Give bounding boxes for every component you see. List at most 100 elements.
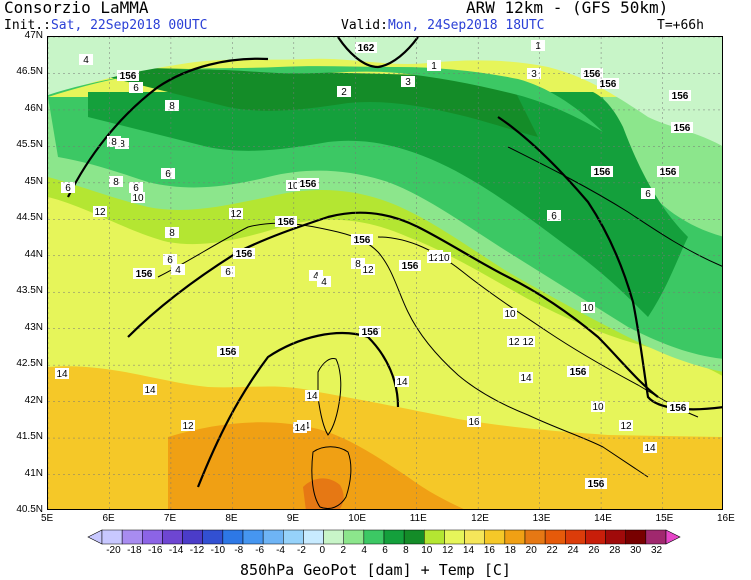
svg-text:12: 12 [94,207,106,218]
header-valid: Valid:Mon, 24Sep2018 18UTC [341,18,545,33]
temp-zone-alps [48,37,722,146]
temp-value-label: 12 [361,264,375,276]
temp-value-label: 12 [181,420,195,432]
colorbar-swatch [101,529,123,545]
lon-tick-label: 12E [471,513,489,524]
svg-text:156: 156 [594,167,611,178]
svg-text:8: 8 [355,259,361,270]
colorbar-tick-label: -10 [210,545,226,556]
lat-tick-label: 41N [24,467,43,479]
colorbar-tick-label: 20 [525,545,537,556]
temp-value-label: 1 [531,40,545,52]
grid-ticks [48,37,722,509]
temp-value-label: 12 [93,206,107,218]
geopotential-label: 156 [585,478,607,490]
lon-tick-label: 9E [286,513,300,524]
temp-value-label: 8 [107,136,121,148]
colorbar-swatch [504,529,526,545]
coastline-italy [157,222,649,478]
svg-text:10: 10 [287,181,299,192]
svg-text:16: 16 [468,417,480,428]
svg-text:156: 156 [660,167,677,178]
svg-text:12: 12 [182,421,194,432]
colorbar-tick-label: 24 [567,545,579,556]
svg-text:6: 6 [225,267,231,278]
colorbar-tick-label: 28 [609,545,621,556]
svg-text:156: 156 [670,403,687,414]
map-svg: 4688866101212108646446812121010121214141… [48,37,722,509]
temp-value-label: 6 [161,168,175,180]
temp-value-label: 10 [286,180,300,192]
svg-text:156: 156 [362,327,379,338]
temp-value-label: 4 [317,276,331,288]
temp-value-label: 10 [503,308,517,320]
svg-text:14: 14 [644,443,656,454]
svg-text:156: 156 [120,71,137,82]
temp-value-label: 12 [619,420,633,432]
lat-tick-label: 42.5N [16,358,43,370]
geopotential-156-east [497,116,722,411]
geopotential-label: 156 [567,366,589,378]
geopotential-156-south [196,331,400,488]
geopotential-label: 156 [297,178,319,190]
svg-text:156: 156 [220,347,237,358]
temp-value-label: 12 [427,252,441,264]
temp-value-label: 6 [547,210,561,222]
temp-value-label: 14 [293,422,307,434]
temp-value-label: 10 [591,401,605,413]
svg-text:156: 156 [570,367,587,378]
colorbar-swatch [444,529,465,545]
colorbar-swatch [303,529,324,545]
colorbar-tick-label: -18 [127,545,142,556]
lon-tick-label: 10E [348,513,367,524]
temp-value-label: 8 [351,258,365,270]
valid-value: Mon, 24Sep2018 18UTC [387,18,545,33]
svg-text:8: 8 [113,177,119,188]
temp-value-label: 8 [109,176,123,188]
lat-tick-label: 40.5N [16,504,43,515]
temp-value-label: 10 [131,192,145,204]
temp-value-label: 4 [309,270,323,282]
colorbar-tick-label: -16 [147,545,163,556]
lat-tick-label: 46N [24,102,43,114]
svg-text:14: 14 [294,423,306,434]
svg-text:156: 156 [136,269,153,280]
temp-value-label: 6 [163,254,177,266]
svg-text:6: 6 [551,211,557,222]
colorbar-swatch [544,529,566,545]
colorbar-tick-label: 18 [504,545,516,556]
geopotential-label: 156 [133,268,155,280]
svg-text:14: 14 [56,369,68,380]
temp-value-label: 6 [221,266,235,278]
svg-text:3: 3 [405,77,411,88]
svg-text:12: 12 [522,337,534,348]
colorbar-tick-label: 12 [442,545,454,556]
svg-text:4: 4 [83,55,89,66]
temp-zone-alps-green [48,66,603,132]
corsica-outline [317,358,342,436]
svg-text:14: 14 [520,373,532,384]
svg-text:4: 4 [313,271,319,282]
svg-text:8: 8 [169,228,175,239]
temp-value-label: 12 [229,208,243,220]
svg-text:12: 12 [508,337,520,348]
svg-text:156: 156 [674,123,691,134]
geopotential-label: 156 [671,122,693,134]
temp-value-label: 16 [467,416,481,428]
colorbar-tick-label: -8 [234,545,244,556]
colorbar-swatch [202,529,224,545]
svg-text:156: 156 [354,235,371,246]
colorbar-swatch [565,529,586,545]
colorbar-swatch [182,529,203,545]
colorbar-swatch [142,529,163,545]
colorbar-tick-label: -2 [296,545,306,556]
lon-tick-label: 6E [102,513,115,524]
svg-text:6: 6 [645,189,651,200]
colorbar-swatch [242,529,264,545]
svg-text:10: 10 [438,253,450,264]
colorbar-swatch [585,529,606,545]
header-model: ARW 12km - (GFS 50km) [466,0,669,17]
colorbar-tick-label: 14 [462,545,475,556]
svg-text:10: 10 [582,303,594,314]
temp-value-label: 14 [395,376,409,388]
